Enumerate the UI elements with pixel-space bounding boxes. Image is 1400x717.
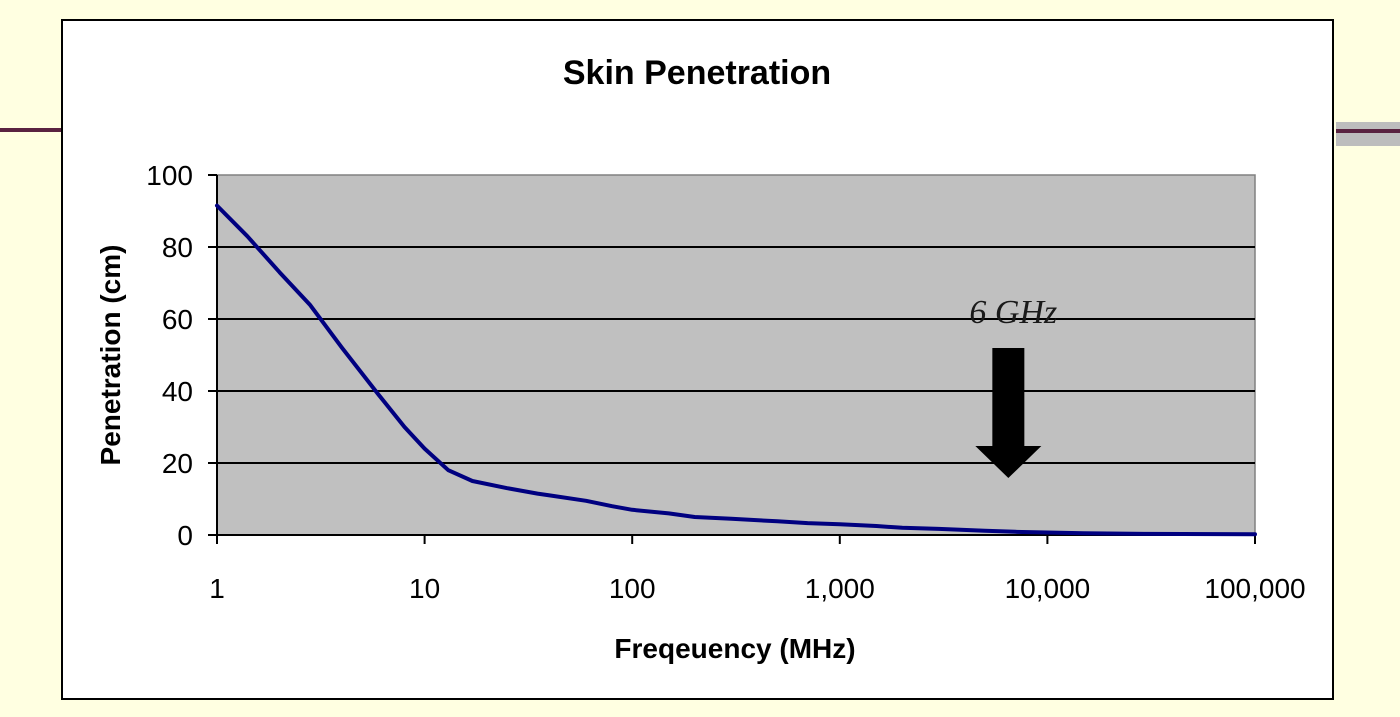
y-tick-label: 60 [162,304,193,335]
annotation-layer: 6 GHz [969,294,1057,478]
x-tick-label: 10 [409,573,440,604]
y-tick-label: 40 [162,376,193,407]
y-tick-label: 100 [146,160,193,191]
x-tick-label: 1 [209,573,225,604]
y-tick-label: 80 [162,232,193,263]
x-tick-label: 10,000 [1005,573,1091,604]
x-tick-label: 100,000 [1204,573,1305,604]
annotation-arrow [975,348,1042,478]
x-tick-label: 1,000 [805,573,875,604]
gridlines [217,246,1255,464]
slide-header-line-right [1336,129,1400,133]
x-tick-label: 100 [609,573,656,604]
slide-header-line [0,128,62,132]
x-axis-label: Freqeuency (MHz) [614,633,855,664]
y-tick-label: 20 [162,448,193,479]
annotation-label: 6 GHz [969,294,1057,331]
y-tick-label: 0 [177,520,193,551]
y-axis-label: Penetration (cm) [95,245,126,466]
chart-title: Skin Penetration [563,54,831,92]
plot-area [216,174,1256,536]
tick-labels: 0 20 40 60 80 100 1 10 100 1,000 10,000 100,000 [146,160,1305,604]
series-layer [215,203,1257,537]
series-line-0 [215,203,1257,537]
slide-header-accent [1336,122,1400,146]
